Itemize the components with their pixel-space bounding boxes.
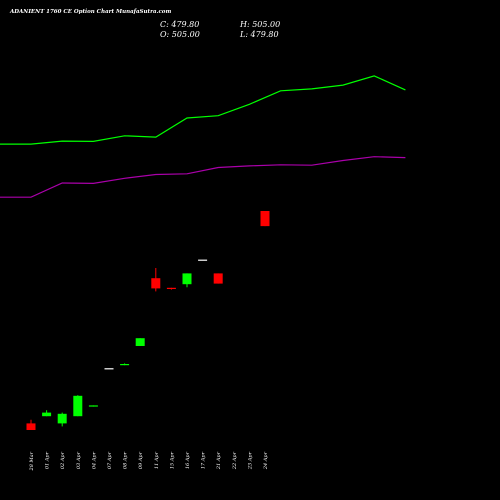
x-tick-label: 11 Apr	[154, 451, 160, 469]
indicator-lines	[0, 75, 406, 198]
x-tick-label: 03 Apr	[76, 451, 82, 469]
close-value: C: 479.80	[160, 20, 199, 29]
candle-body	[151, 278, 161, 289]
candle-body	[104, 368, 114, 370]
candle-body	[57, 413, 67, 424]
open-value: O: 505.00	[160, 30, 200, 39]
candle-body	[135, 338, 145, 346]
x-tick-label: 09 Apr	[138, 451, 144, 469]
candle-body	[42, 412, 52, 417]
high-value: H: 505.00	[239, 20, 280, 29]
lower-band-line	[0, 156, 406, 198]
candles	[26, 211, 270, 430]
upper-band-line	[0, 75, 406, 145]
candle-body	[260, 211, 270, 227]
candle-body	[73, 395, 83, 417]
candle-body	[88, 405, 98, 407]
candle-body	[198, 259, 208, 261]
x-tick-label: 07 Apr	[107, 451, 113, 469]
x-tick-label: 28 Mar	[29, 451, 35, 471]
x-tick-label: 02 Apr	[60, 451, 66, 469]
x-tick-label: 17 Apr	[201, 451, 207, 469]
x-tick-label: 22 Apr	[232, 451, 238, 470]
x-tick-label: 24 Apr	[263, 451, 269, 470]
candle-body	[26, 423, 36, 430]
candle-body	[166, 287, 176, 289]
candle-body	[120, 364, 130, 366]
chart-title: ADANIENT 1760 CE Option Chart MunafaSutr…	[9, 9, 171, 15]
x-tick-label: 04 Apr	[91, 451, 97, 469]
x-tick-label: 01 Apr	[45, 451, 51, 469]
x-tick-label: 21 Apr	[216, 451, 222, 470]
x-tick-label: 15 Apr	[169, 451, 175, 469]
candle-body	[213, 273, 223, 284]
low-value: L: 479.80	[239, 30, 279, 39]
candle-body	[182, 273, 192, 285]
x-tick-label: 16 Apr	[185, 451, 191, 469]
x-tick-label: 23 Apr	[247, 451, 253, 470]
x-tick-label: 08 Apr	[123, 451, 129, 469]
x-axis-ticks: 28 Mar 01 Apr 02 Apr 03 Apr 04 Apr 07 Apr 08 A…	[29, 451, 269, 471]
